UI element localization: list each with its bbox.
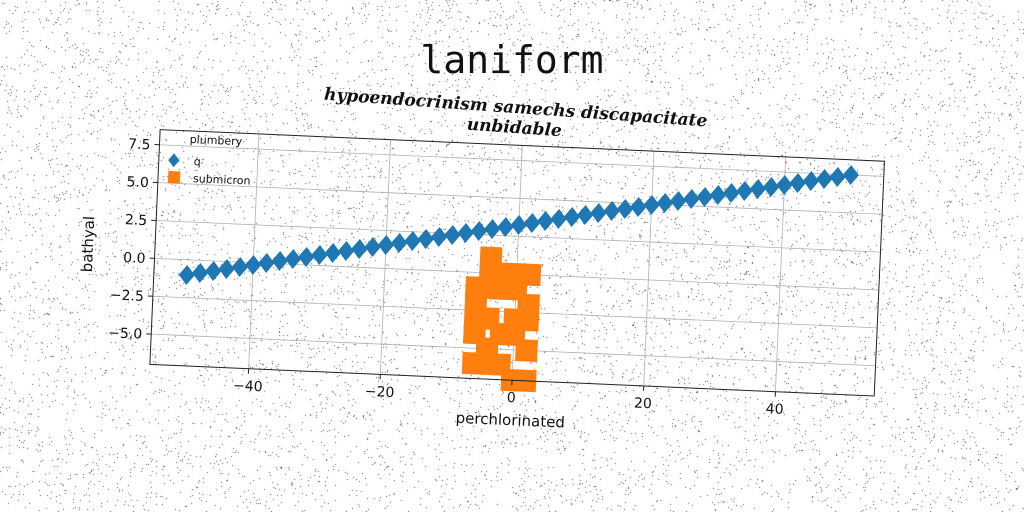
y-gridline	[156, 220, 881, 253]
q-point	[338, 240, 355, 261]
q-point	[789, 172, 806, 193]
y-tick-label: −2.5	[110, 287, 145, 304]
x-gridline	[379, 139, 391, 375]
y-gridline	[159, 144, 884, 177]
q-point	[577, 204, 594, 225]
q-point	[497, 216, 514, 237]
plot-marks	[178, 164, 859, 393]
y-tick-label: 7.5	[128, 136, 151, 153]
q-point	[417, 228, 434, 249]
q-point	[324, 242, 341, 263]
q-point	[444, 224, 461, 245]
y-gridline	[151, 333, 876, 367]
q-point	[218, 258, 235, 279]
q-point	[617, 198, 634, 219]
legend-label-q: q	[193, 155, 201, 168]
q-point	[776, 174, 793, 195]
y-tick-label: 2.5	[125, 212, 148, 229]
chart-title: laniform	[420, 38, 604, 82]
q-point	[763, 176, 780, 197]
q-point	[285, 248, 302, 269]
q-point	[603, 200, 620, 221]
q-point	[563, 206, 580, 227]
q-point	[842, 164, 859, 185]
q-point	[205, 260, 222, 281]
submicron-point	[515, 339, 539, 362]
q-point	[590, 202, 607, 223]
q-point	[749, 178, 766, 199]
x-gridline	[248, 133, 260, 369]
q-point	[192, 262, 209, 283]
q-point	[245, 254, 262, 275]
x-ticks: −40 −20 0 20 40	[233, 368, 784, 418]
q-point	[643, 194, 660, 215]
q-point	[391, 232, 408, 253]
q-point	[258, 252, 275, 273]
q-point	[404, 230, 421, 251]
x-tick-label: 40	[765, 401, 784, 418]
legend: plumbery q submicron	[167, 133, 251, 188]
q-point	[829, 166, 846, 187]
q-point	[537, 210, 554, 231]
q-point	[736, 180, 753, 201]
chart-container: −40 −20 0 20 40 7.5 5.0 2.5 0.0 −2.5 −5.0 perchlo…	[60, 105, 900, 449]
q-point	[816, 168, 833, 189]
q-point	[231, 256, 248, 277]
y-tick-label: 0.0	[123, 250, 146, 267]
x-tick-label: 20	[634, 396, 653, 413]
x-tick-label: −40	[233, 378, 263, 395]
q-point	[510, 214, 527, 235]
q-point	[670, 190, 687, 211]
y-axis-label: bathyal	[78, 216, 98, 273]
q-point	[723, 182, 740, 203]
q-point	[457, 222, 474, 243]
q-point	[696, 186, 713, 207]
q-point	[271, 250, 288, 271]
y-tick-label: 5.0	[126, 174, 149, 191]
q-point	[178, 264, 195, 285]
y-gridline	[157, 182, 883, 215]
scatter-chart: −40 −20 0 20 40 7.5 5.0 2.5 0.0 −2.5 −5.0 perchlo…	[78, 129, 885, 432]
q-point	[550, 208, 567, 229]
legend-marker-q	[168, 153, 180, 168]
x-axis-label: perchlorinated	[455, 409, 565, 432]
legend-marker-submicron	[167, 171, 181, 184]
q-point	[431, 226, 448, 247]
q-point	[683, 188, 700, 209]
x-tick-label: −20	[364, 384, 394, 401]
q-point	[351, 238, 368, 259]
legend-label-submicron: submicron	[193, 172, 251, 187]
q-point	[470, 220, 487, 241]
q-point	[311, 244, 328, 265]
q-point	[524, 212, 541, 233]
y-tick-label: −5.0	[108, 325, 143, 342]
q-point	[298, 246, 315, 267]
q-point	[630, 196, 647, 217]
y-ticks: 7.5 5.0 2.5 0.0 −2.5 −5.0	[108, 136, 160, 343]
q-point	[656, 192, 673, 213]
x-gridline	[643, 151, 655, 386]
q-point	[378, 234, 394, 255]
q-point	[803, 170, 820, 191]
x-gridline	[775, 156, 787, 392]
q-point	[484, 218, 501, 239]
q-point	[710, 184, 727, 205]
q-point	[364, 236, 381, 257]
x-tick-label: 0	[506, 390, 516, 406]
legend-title: plumbery	[189, 133, 243, 148]
